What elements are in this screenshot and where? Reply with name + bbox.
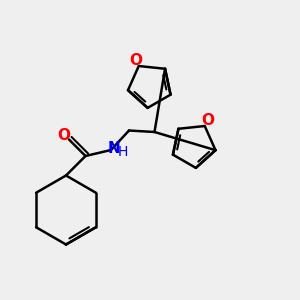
Text: O: O — [129, 53, 142, 68]
Text: O: O — [202, 113, 214, 128]
Text: H: H — [117, 146, 128, 159]
Text: O: O — [57, 128, 70, 143]
Text: N: N — [108, 141, 120, 156]
